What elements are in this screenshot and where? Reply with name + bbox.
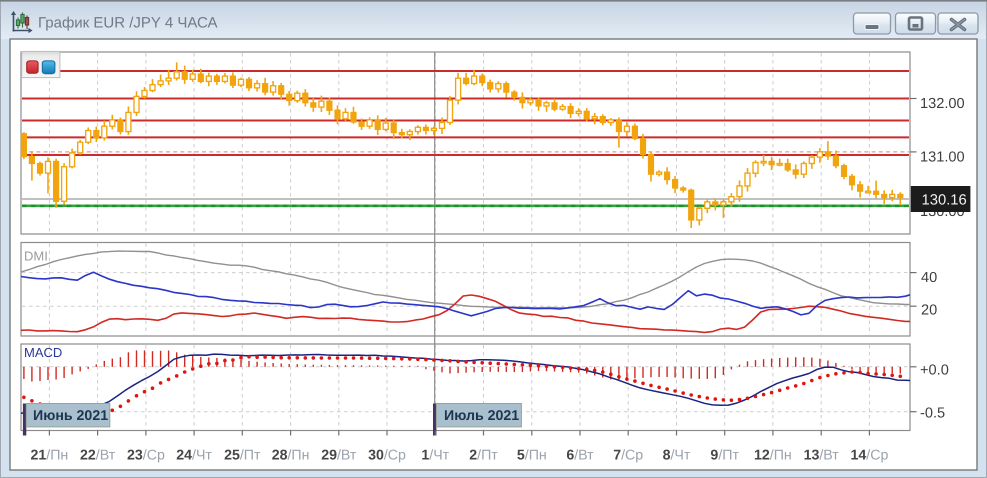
svg-text:Июль 2021: Июль 2021 bbox=[444, 408, 519, 424]
svg-text:130.16: 130.16 bbox=[922, 193, 967, 209]
svg-text:12/Пн: 12/Пн bbox=[754, 448, 792, 464]
svg-text:1/Чт: 1/Чт bbox=[421, 448, 449, 464]
svg-text:132.00: 132.00 bbox=[920, 96, 965, 112]
svg-text:2/Пт: 2/Пт bbox=[469, 448, 498, 464]
svg-text:9/Пт: 9/Пт bbox=[710, 448, 739, 464]
svg-text:Июнь 2021: Июнь 2021 bbox=[33, 408, 108, 424]
svg-text:30/Ср: 30/Ср bbox=[368, 448, 406, 464]
svg-text:7/Ср: 7/Ср bbox=[613, 448, 643, 464]
svg-text:28/Пн: 28/Пн bbox=[272, 448, 310, 464]
svg-text:+0.0: +0.0 bbox=[920, 363, 949, 379]
svg-text:131.00: 131.00 bbox=[920, 149, 965, 165]
svg-text:5/Пн: 5/Пн bbox=[517, 448, 547, 464]
svg-text:40: 40 bbox=[921, 270, 937, 286]
svg-text:25/Пт: 25/Пт bbox=[224, 448, 261, 464]
svg-text:График EUR /JPY 4 ЧАСА: График EUR /JPY 4 ЧАСА bbox=[38, 15, 218, 32]
svg-text:14/Ср: 14/Ср bbox=[850, 448, 888, 464]
svg-text:21/Пн: 21/Пн bbox=[31, 448, 69, 464]
svg-text:29/Вт: 29/Вт bbox=[321, 448, 357, 464]
svg-text:20: 20 bbox=[921, 303, 937, 319]
svg-text:6/Вт: 6/Вт bbox=[566, 448, 594, 464]
svg-text:DMI: DMI bbox=[24, 249, 48, 264]
svg-text:MACD: MACD bbox=[24, 345, 62, 360]
svg-text:22/Вт: 22/Вт bbox=[80, 448, 116, 464]
svg-text:-0.5: -0.5 bbox=[920, 406, 945, 422]
svg-text:23/Ср: 23/Ср bbox=[127, 448, 165, 464]
svg-text:8/Чт: 8/Чт bbox=[663, 448, 691, 464]
svg-text:24/Чт: 24/Чт bbox=[176, 448, 212, 464]
svg-text:13/Вт: 13/Вт bbox=[804, 448, 840, 464]
